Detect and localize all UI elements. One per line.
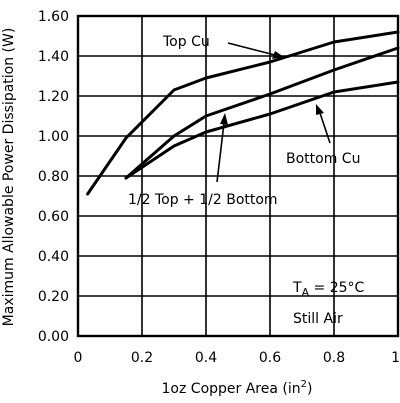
y-axis-title: Maximum Allowable Power Dissipation (W) xyxy=(1,28,17,327)
ta-subscript: A xyxy=(302,286,310,299)
x-axis-title-tail: ) xyxy=(307,381,312,397)
x-tick-label: 0.2 xyxy=(131,350,153,366)
x-axis-title-sup: 2 xyxy=(301,379,307,390)
series-lines xyxy=(86,30,400,196)
y-tick-label: 0.20 xyxy=(38,289,69,305)
x-tick-label: 1 xyxy=(391,350,400,366)
series-line-top-cu xyxy=(86,30,400,196)
y-tick-label: 1.00 xyxy=(38,129,69,145)
top-cu-arrow xyxy=(227,42,276,56)
ta-symbol: T xyxy=(292,280,302,296)
y-tick-label: 0.00 xyxy=(38,329,69,345)
x-axis-title-main: 1oz Copper Area (in xyxy=(162,381,301,397)
label-ambient-temp: TA = 25°C xyxy=(292,280,365,299)
y-tick-label: 1.60 xyxy=(38,9,69,25)
top-cu-arrowhead xyxy=(272,51,284,59)
tick-labels: 0 0.2 0.4 0.6 0.8 1 0.00 0.20 0.40 0.60 0.80 1.00 1.… xyxy=(38,9,400,366)
series-line-bottom-cu xyxy=(124,80,400,180)
x-tick-label: 0.8 xyxy=(323,350,345,366)
bottom-cu-arrow xyxy=(319,112,331,144)
half-half-arrowhead xyxy=(220,113,228,125)
plot-frame xyxy=(76,14,400,338)
half-half-arrow xyxy=(216,122,225,183)
x-tick-label: 0.6 xyxy=(259,350,281,366)
annotation-arrows xyxy=(216,42,331,183)
label-bottom-cu: Bottom Cu xyxy=(286,151,360,167)
y-tick-label: 0.60 xyxy=(38,209,69,225)
y-tick-label: 0.40 xyxy=(38,249,69,265)
x-axis-title: 1oz Copper Area (in2) xyxy=(162,379,313,397)
x-tick-label: 0 xyxy=(74,350,83,366)
label-half-half: 1/2 Top + 1/2 Bottom xyxy=(128,192,278,208)
y-tick-label: 0.80 xyxy=(38,169,69,185)
y-tick-label: 1.20 xyxy=(38,89,69,105)
bottom-cu-arrowhead xyxy=(316,104,324,115)
grid xyxy=(78,16,398,336)
series-line-1-2-top-1-2-bottom xyxy=(124,46,400,180)
label-top-cu: Top Cu xyxy=(162,34,210,50)
ta-value: = 25°C xyxy=(309,280,364,296)
y-tick-label: 1.40 xyxy=(38,49,69,65)
label-still-air: Still Air xyxy=(293,311,343,327)
x-tick-label: 0.4 xyxy=(195,350,217,366)
